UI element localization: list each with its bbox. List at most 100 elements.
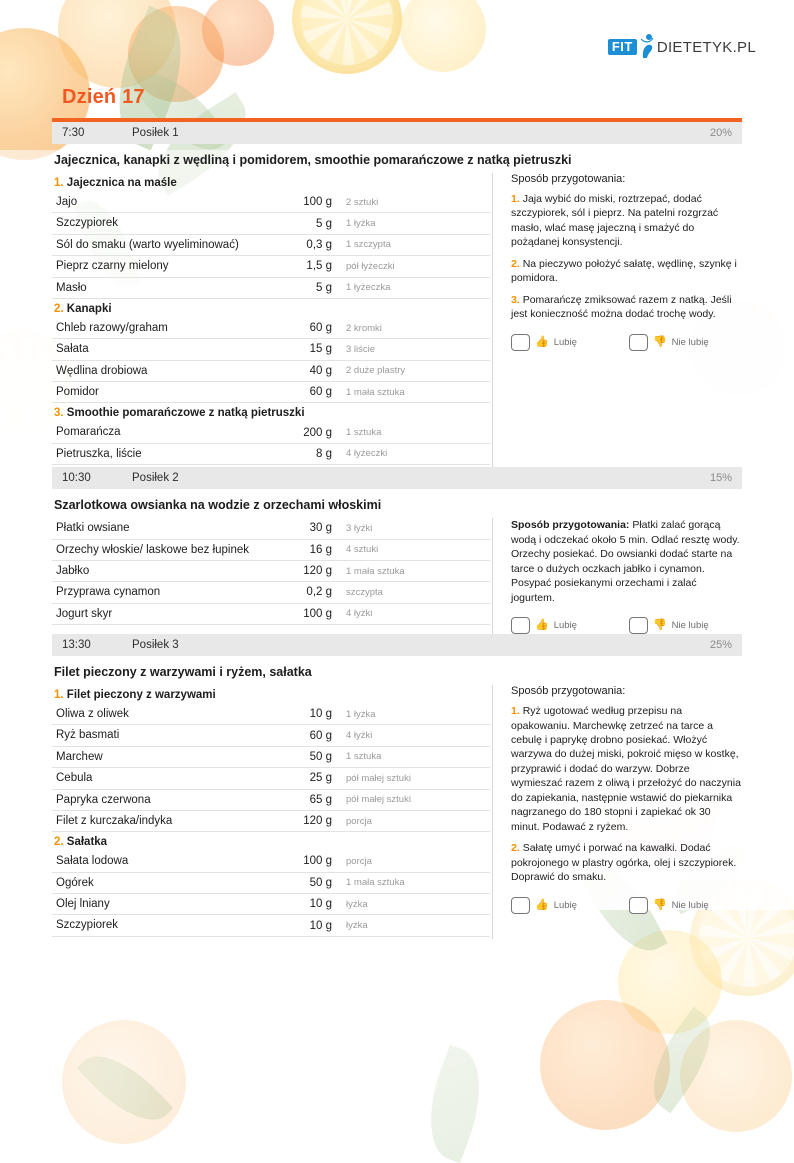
step-number: 2. <box>511 257 523 270</box>
ingredient-name: Szczypiorek <box>52 914 258 937</box>
ingredient-amount: 5 g <box>258 212 342 235</box>
preparation-heading: Sposób przygotowania: <box>511 685 626 698</box>
ingredient-amount: 8 g <box>258 443 342 466</box>
page-title: Dzień 17 <box>62 86 145 108</box>
ingredient-group-title: 1. Filet pieczony z warzywami <box>54 689 216 702</box>
ingredient-measure: 4 łyżeczki <box>342 443 490 466</box>
preparation-column: Sposób przygotowania: 1. Jaja wybić do mi… <box>492 173 742 468</box>
table-row: Pieprz czarny mielony 1,5 g pół łyżeczki <box>52 255 490 278</box>
table-row: Filet z kurczaka/indyka 120 g porcja <box>52 810 490 833</box>
group-number: 3. <box>54 407 67 420</box>
preparation-heading: Sposób przygotowania: <box>511 173 626 185</box>
table-row: Sałata lodowa 100 g porcja <box>52 851 490 873</box>
ingredient-group-title: 2. Kanapki <box>54 302 112 315</box>
rating-controls: 👍 Lubię 👎 Nie lubię <box>511 617 742 635</box>
meal-header-bar: 13:30 Posiłek 3 25% <box>52 634 742 657</box>
dislike-option[interactable]: 👎 Nie lubię <box>628 617 709 635</box>
ingredient-measure: 1 łyżka <box>342 704 490 726</box>
ingredient-amount: 10 g <box>258 914 342 937</box>
preparation-column: Sposób przygotowania: 1. Ryż ugotować wed… <box>492 685 742 939</box>
group-number: 1. <box>54 689 67 702</box>
dislike-option[interactable]: 👎 Nie lubię <box>628 896 709 914</box>
meal-section: 7:30 Posiłek 1 20% Jajecznica, kanapki z wę… <box>52 118 742 468</box>
ingredient-amount: 65 g <box>258 789 342 811</box>
meals-container: 7:30 Posiłek 1 20% Jajecznica, kanapki z wę… <box>52 118 742 939</box>
step-number: 3. <box>511 293 523 306</box>
like-checkbox[interactable] <box>511 617 530 635</box>
ingredient-measure: 1 mała sztuka <box>342 381 490 404</box>
ingredient-amount: 10 g <box>258 893 342 916</box>
dislike-label: Nie lubię <box>671 620 709 632</box>
ingredient-name: Jabłko <box>52 560 258 583</box>
ingredient-name: Sałata lodowa <box>52 851 258 873</box>
ingredient-name: Filet z kurczaka/indyka <box>52 810 258 833</box>
ingredient-measure: 3 liście <box>342 338 490 361</box>
ingredient-measure: 4 łyżki <box>342 724 490 747</box>
ingredient-amount: 60 g <box>258 317 342 340</box>
ingredient-name: Olej lniany <box>52 893 258 916</box>
like-option[interactable]: 👍 Lubię <box>511 333 577 351</box>
meal-time: 10:30 <box>62 472 91 485</box>
ingredient-measure: porcja <box>342 810 490 833</box>
ingredient-name: Papryka czerwona <box>52 789 258 811</box>
ingredient-name: Jajo <box>52 192 258 214</box>
preparation-heading: Sposób przygotowania: Płatki zalać gorąc… <box>511 519 740 604</box>
dislike-checkbox[interactable] <box>628 617 648 635</box>
orange-fruit-icon <box>680 1020 792 1132</box>
ingredient-amount: 100 g <box>258 192 342 214</box>
preparation-step: 1. Jaja wybić do miski, roztrzepać, doda… <box>511 193 719 249</box>
ingredient-amount: 200 g <box>258 422 342 444</box>
like-label: Lubię <box>553 336 577 348</box>
like-option[interactable]: 👍 Lubię <box>511 896 577 914</box>
ingredient-measure: pół łyżeczki <box>342 255 490 278</box>
dislike-checkbox[interactable] <box>628 333 648 351</box>
like-label: Lubię <box>553 620 577 632</box>
meal-header-bar: 7:30 Posiłek 1 20% <box>52 118 742 144</box>
ingredient-measure: 1 łyżka <box>342 212 490 235</box>
ingredient-name: Oliwa z oliwek <box>52 704 258 726</box>
orange-fruit-icon <box>58 0 176 88</box>
ingredient-amount: 0,2 g <box>258 581 342 604</box>
rating-controls: 👍 Lubię 👎 Nie lubię <box>511 896 742 914</box>
ingredient-amount: 30 g <box>258 518 342 540</box>
ingredient-amount: 15 g <box>258 338 342 361</box>
dislike-option[interactable]: 👎 Nie lubię <box>628 333 709 351</box>
table-row: Olej lniany 10 g łyżka <box>52 893 490 916</box>
like-checkbox[interactable] <box>511 333 530 351</box>
group-number: 2. <box>54 836 67 849</box>
like-checkbox[interactable] <box>511 896 530 914</box>
dislike-checkbox[interactable] <box>628 896 648 914</box>
ingredient-name: Ogórek <box>52 872 258 895</box>
logo-wordmark: DIETETYK.PL <box>656 38 756 56</box>
meal-percent: 15% <box>709 472 732 485</box>
leaf-icon <box>413 1044 497 1163</box>
meal-percent: 25% <box>709 639 732 652</box>
ingredient-name: Przyprawa cynamon <box>52 581 258 604</box>
table-row: Przyprawa cynamon 0,2 g szczypta <box>52 581 490 604</box>
orange-fruit-icon <box>62 1020 186 1144</box>
ingredient-amount: 0,3 g <box>258 234 342 257</box>
ingredient-measure: pół małej sztuki <box>342 789 490 811</box>
ingredient-amount: 1,5 g <box>258 255 342 278</box>
like-option[interactable]: 👍 Lubię <box>511 617 577 635</box>
ingredient-measure: szczypta <box>342 581 490 604</box>
ingredient-amount: 5 g <box>258 277 342 299</box>
leaf-icon <box>76 1038 174 1138</box>
ingredient-name: Ryż basmati <box>52 724 258 747</box>
table-row: Szczypiorek 10 g łyżka <box>52 914 490 937</box>
ingredient-name: Pieprz czarny mielony <box>52 255 258 278</box>
